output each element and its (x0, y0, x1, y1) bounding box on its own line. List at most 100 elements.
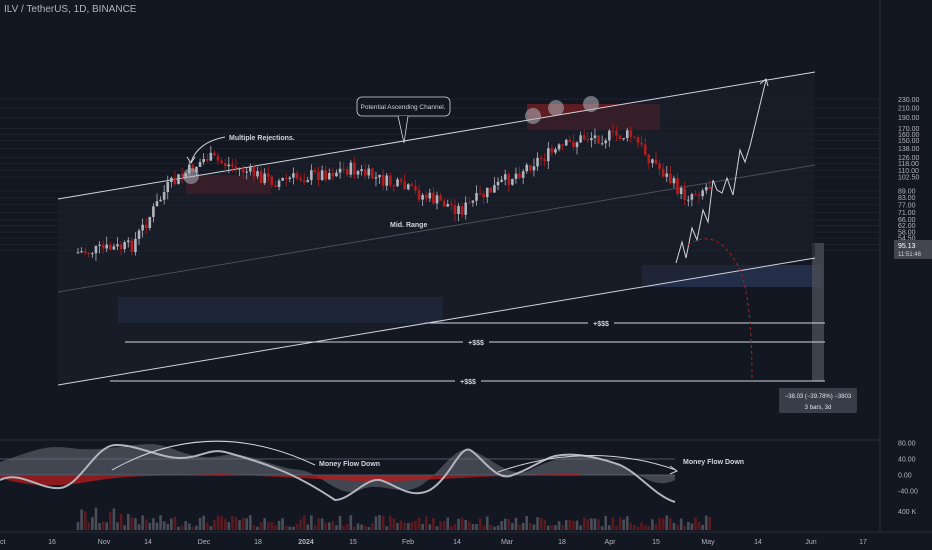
price-tick: 62.00 (898, 223, 916, 230)
candle-body (213, 152, 216, 156)
price-tick: 89.00 (898, 188, 916, 195)
price-tick: 138.00 (898, 146, 920, 153)
price-tick: 58.00 (898, 230, 916, 237)
price-tick: 66.00 (898, 217, 916, 224)
candle-body (457, 206, 460, 215)
rejection-circle (525, 108, 541, 124)
volume-bar (144, 519, 148, 530)
candle-body (572, 141, 575, 148)
last-price-tag (894, 240, 932, 259)
candle-body (324, 170, 328, 180)
price-tick: 230.00 (898, 97, 920, 104)
candle-body (209, 152, 213, 161)
candle-body (622, 138, 625, 140)
ascending-channel (57, 71, 816, 386)
volume-bar (593, 518, 597, 530)
candle-body (166, 181, 170, 193)
candle-body (417, 190, 421, 200)
volume-bar (87, 522, 91, 530)
candle-body (503, 174, 507, 180)
volume-bar (76, 522, 80, 530)
volume-bar (687, 521, 690, 530)
candle-body (91, 253, 94, 255)
volume-bar (223, 518, 227, 530)
candle-body (493, 185, 496, 193)
volume-bar (396, 523, 399, 530)
volume-bar (554, 525, 557, 530)
candle-body (101, 244, 105, 249)
volume-bar (489, 524, 493, 530)
volume-bar (166, 523, 170, 530)
candle-body (460, 206, 464, 215)
candle-body (539, 157, 543, 160)
candle-body (238, 168, 241, 170)
candle-body (284, 177, 288, 180)
candle-body (205, 158, 209, 161)
money-flow-red (0, 474, 580, 486)
candle-body (119, 244, 123, 250)
candle-body (378, 174, 381, 178)
price-tick: 190.00 (898, 115, 920, 122)
candle-body (579, 135, 582, 143)
rejection-circle (548, 100, 564, 116)
candle-body (317, 171, 320, 180)
volume-bar (493, 526, 496, 530)
candle-body (672, 178, 676, 184)
volume-bar (101, 521, 105, 530)
volume-bar (292, 526, 295, 530)
volume-bar (385, 526, 389, 530)
oscillator-tick: 40.00 (898, 457, 916, 464)
volume-bar (690, 523, 694, 530)
volume-bar (105, 522, 109, 530)
volume-bar (91, 517, 94, 530)
volume-bar (320, 518, 324, 530)
time-label: Oct (0, 539, 5, 546)
oscillator-tick: 0.00 (898, 473, 912, 480)
price-tick: 83.00 (898, 195, 916, 202)
volume-bar (503, 518, 507, 530)
candle-body (123, 242, 126, 250)
volume-bar (529, 523, 532, 530)
volume-bar (198, 517, 202, 530)
volume-bar (446, 517, 450, 530)
volume-bar (568, 519, 572, 530)
volume-bar (471, 524, 475, 530)
candle-body (223, 163, 227, 167)
candle-body (471, 200, 475, 203)
candle-body (435, 195, 439, 204)
volume-bar (636, 526, 640, 530)
volume-bar (363, 525, 367, 530)
candle-body (701, 190, 704, 197)
volume-bar (80, 509, 83, 530)
volume-bar (557, 521, 561, 530)
candle-body (234, 166, 238, 169)
money-flow-arc-2 (497, 455, 677, 473)
volume-bar (148, 522, 152, 530)
candle-body (367, 168, 371, 176)
candle-body (482, 193, 485, 198)
time-label: 14 (144, 539, 152, 546)
candle-body (636, 137, 640, 143)
candle-body (432, 192, 435, 204)
volume-bar (406, 523, 410, 530)
candle-body (310, 170, 313, 181)
measure-tooltip (779, 388, 857, 413)
candle-body (195, 166, 198, 173)
annotations: Multiple Rejections. Potential Ascending… (186, 78, 857, 413)
candle-body (518, 173, 521, 178)
candle-body (83, 251, 87, 253)
candle-body (252, 166, 256, 177)
candle-body (152, 206, 155, 217)
candle-body (647, 154, 651, 164)
volume-bar (241, 517, 245, 530)
volume-bar (424, 516, 428, 530)
candle-body (525, 164, 529, 172)
liquidity-levels: +$$$ +$$$ +$$$ (110, 318, 825, 386)
time-label: Feb (402, 539, 414, 546)
volume-bar (590, 518, 593, 530)
volume-bar (669, 517, 672, 530)
time-label: 18 (558, 539, 566, 546)
candle-body (231, 164, 234, 167)
volume-bar (410, 522, 414, 530)
